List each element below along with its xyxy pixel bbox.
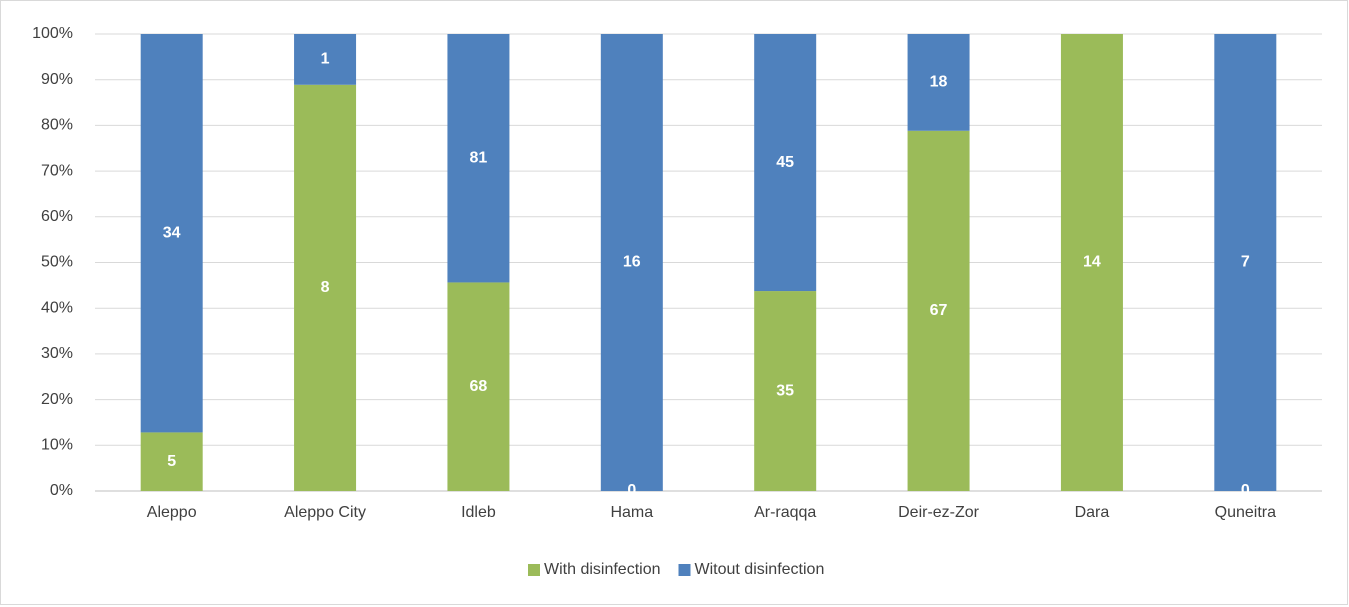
bar-segment — [907, 130, 970, 491]
y-tick-label: 30% — [41, 345, 73, 362]
y-tick-label: 100% — [32, 25, 73, 42]
data-label: 81 — [470, 149, 488, 166]
bar-segment — [447, 282, 510, 491]
data-label: 45 — [776, 154, 794, 171]
bar-segment — [907, 34, 970, 131]
bar-segment — [754, 291, 817, 491]
legend-swatch — [528, 564, 540, 576]
data-label: 0 — [627, 482, 636, 499]
x-tick-label: Aleppo City — [284, 504, 366, 521]
y-tick-label: 80% — [41, 117, 73, 134]
bar-segment — [1060, 34, 1123, 491]
x-tick-label: Dara — [1075, 504, 1110, 521]
bar-segment — [294, 84, 357, 492]
data-label: 14 — [1083, 254, 1101, 271]
y-tick-label: 40% — [41, 299, 73, 316]
data-label: 0 — [1241, 482, 1250, 499]
bar-segment — [1214, 34, 1277, 491]
x-tick-label: Aleppo — [147, 504, 197, 521]
data-label: 5 — [167, 453, 176, 470]
legend-label: With disinfection — [544, 561, 661, 578]
data-label: 1 — [321, 51, 330, 68]
bar-segment — [140, 34, 203, 433]
x-tick-label: Quneitra — [1215, 504, 1276, 521]
y-tick-label: 70% — [41, 162, 73, 179]
bar-segment — [140, 432, 203, 491]
legend-label: Witout disinfection — [695, 561, 825, 578]
y-tick-label: 50% — [41, 254, 73, 271]
y-tick-label: 0% — [50, 482, 73, 499]
data-label: 8 — [321, 279, 330, 296]
y-tick-label: 60% — [41, 208, 73, 225]
x-tick-label: Idleb — [461, 504, 496, 521]
data-label: 18 — [930, 74, 948, 91]
x-tick-label: Deir-ez-Zor — [898, 504, 980, 521]
legend-swatch — [678, 564, 691, 576]
x-tick-label: Hama — [610, 504, 653, 521]
y-tick-label: 90% — [41, 71, 73, 88]
data-label: 7 — [1241, 254, 1250, 271]
x-tick-label: Ar-raqqa — [754, 504, 816, 521]
data-label: 16 — [623, 254, 641, 271]
y-tick-label: 10% — [41, 437, 73, 454]
bar-segment — [294, 34, 357, 85]
bar-segment — [754, 34, 817, 292]
data-label: 35 — [776, 382, 794, 399]
bar-segment — [447, 34, 510, 283]
bar-segment — [600, 34, 663, 491]
data-label: 68 — [470, 378, 488, 395]
y-tick-label: 20% — [41, 391, 73, 408]
data-label: 34 — [163, 224, 181, 241]
data-label: 67 — [930, 302, 948, 319]
